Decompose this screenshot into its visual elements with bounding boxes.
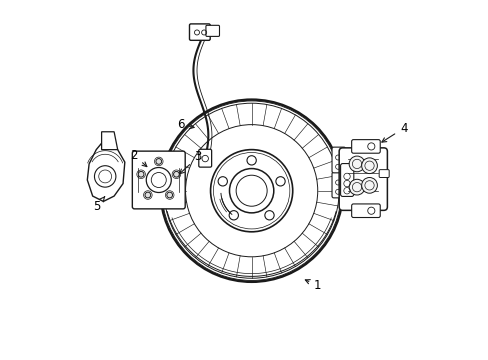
Text: 1: 1 bbox=[305, 279, 321, 292]
Circle shape bbox=[138, 171, 143, 177]
FancyBboxPatch shape bbox=[340, 163, 353, 197]
Circle shape bbox=[156, 158, 162, 164]
Text: 2: 2 bbox=[130, 149, 146, 167]
FancyBboxPatch shape bbox=[351, 140, 380, 153]
FancyBboxPatch shape bbox=[189, 24, 210, 40]
Circle shape bbox=[145, 192, 150, 198]
FancyBboxPatch shape bbox=[132, 151, 185, 209]
Polygon shape bbox=[87, 139, 124, 202]
Polygon shape bbox=[102, 132, 118, 150]
FancyBboxPatch shape bbox=[351, 204, 380, 217]
Circle shape bbox=[361, 158, 377, 174]
Text: 3: 3 bbox=[179, 150, 202, 174]
Circle shape bbox=[348, 179, 364, 195]
Text: 4: 4 bbox=[381, 122, 407, 142]
Circle shape bbox=[94, 166, 116, 187]
FancyBboxPatch shape bbox=[205, 25, 219, 36]
FancyBboxPatch shape bbox=[331, 147, 345, 173]
Circle shape bbox=[361, 177, 377, 193]
FancyBboxPatch shape bbox=[339, 148, 386, 210]
Circle shape bbox=[146, 167, 171, 193]
Circle shape bbox=[166, 192, 172, 198]
Text: 6: 6 bbox=[176, 118, 194, 131]
Circle shape bbox=[173, 171, 179, 177]
FancyBboxPatch shape bbox=[378, 170, 388, 177]
Text: 5: 5 bbox=[93, 197, 104, 213]
Circle shape bbox=[348, 156, 364, 172]
FancyBboxPatch shape bbox=[331, 172, 345, 198]
FancyBboxPatch shape bbox=[198, 149, 211, 167]
